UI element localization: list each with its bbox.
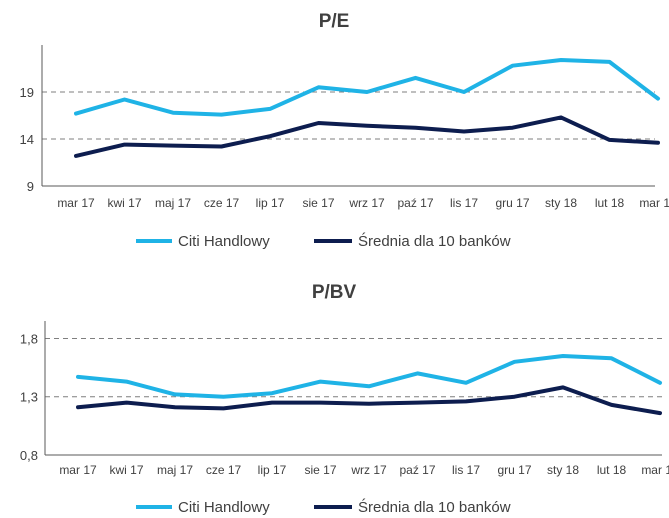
x-tick-label: sty 18 <box>547 463 579 477</box>
legend-label: Citi Handlowy <box>178 499 270 516</box>
x-tick-label: lip 17 <box>256 196 285 210</box>
x-tick-label: mar 17 <box>59 463 97 477</box>
x-tick-label: kwi 17 <box>109 463 143 477</box>
x-tick-label: gru 17 <box>495 196 529 210</box>
x-tick-label: lut 18 <box>597 463 627 477</box>
series-line-srednia <box>76 385 662 416</box>
x-tick-label: wrz 17 <box>348 196 385 210</box>
x-tick-label: lis 17 <box>450 196 478 210</box>
y-tick-label: 1,8 <box>20 331 38 346</box>
x-tick-label: maj 17 <box>157 463 193 477</box>
x-tick-label: sie 17 <box>304 463 336 477</box>
x-tick-label: sie 17 <box>302 196 334 210</box>
x-tick-label: kwi 17 <box>107 196 141 210</box>
x-tick-label: paź 17 <box>397 196 433 210</box>
series-line-srednia <box>74 115 660 158</box>
y-tick-label: 9 <box>27 179 34 194</box>
y-tick-label: 0,8 <box>20 448 38 463</box>
x-tick-label: maj 17 <box>155 196 191 210</box>
legend-label: Średnia dla 10 banków <box>358 498 511 516</box>
x-tick-label: mar 18 <box>639 196 669 210</box>
legend-label: Średnia dla 10 banków <box>358 232 511 250</box>
series-line-citi-handlowy <box>76 354 662 399</box>
y-tick-label: 1,3 <box>20 390 38 405</box>
x-tick-label: lis 17 <box>452 463 480 477</box>
x-tick-label: mar 18 <box>641 463 669 477</box>
series-line-citi-handlowy <box>74 58 660 117</box>
x-tick-label: mar 17 <box>57 196 95 210</box>
x-tick-label: lip 17 <box>258 463 287 477</box>
y-tick-label: 14 <box>20 132 34 147</box>
x-tick-label: gru 17 <box>497 463 531 477</box>
chart-title: P/E <box>319 11 350 32</box>
y-tick-label: 19 <box>20 85 34 100</box>
x-tick-label: wrz 17 <box>350 463 387 477</box>
x-tick-label: cze 17 <box>206 463 242 477</box>
x-tick-label: sty 18 <box>545 196 577 210</box>
x-tick-label: lut 18 <box>595 196 625 210</box>
x-tick-label: paź 17 <box>399 463 435 477</box>
x-tick-label: cze 17 <box>204 196 240 210</box>
chart-title: P/BV <box>312 282 357 303</box>
legend-label: Citi Handlowy <box>178 233 270 250</box>
